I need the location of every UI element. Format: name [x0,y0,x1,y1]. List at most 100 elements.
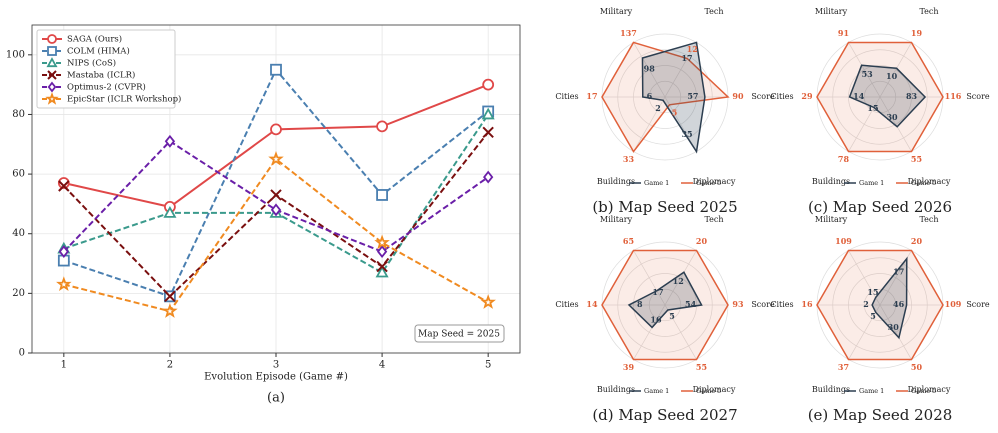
axis-label: Score [966,300,990,309]
marker [482,126,494,139]
legend-label: Game 1 [644,387,669,395]
value-label: 30 [886,112,898,122]
value-label: 109 [835,236,852,246]
x-tick-label: 4 [379,360,385,371]
radar-area [816,249,944,361]
value-label: 20 [696,236,708,246]
value-label: 19 [911,28,923,38]
marker [47,46,57,56]
axis-label: Buildings [812,385,850,394]
caption: (a) [267,391,285,406]
value-label: 20 [911,236,923,246]
marker [164,290,176,303]
value-label: 137 [620,28,637,38]
spoke [664,42,697,98]
annotation: Map Seed = 2025 [418,330,500,340]
axis-label: Tech [704,215,723,224]
radar-area [601,41,730,153]
y-tick-label: 80 [12,109,25,120]
spoke [664,304,697,360]
y-tick-label: 60 [12,169,25,180]
legend-label: Mastaba (ICLR) [67,70,135,81]
marker [375,265,389,278]
value-label: 39 [623,362,635,372]
value-label: 90 [732,91,744,101]
axis-label: Diplomacy [693,385,736,394]
marker [374,234,390,250]
value-label: 15 [867,287,878,297]
plot-frame [31,24,521,354]
y-tick-label: 0 [19,348,25,359]
x-tick-label: 2 [167,360,173,371]
axis-label: Military [815,7,848,16]
y-tick-label: 100 [6,49,25,60]
marker [58,245,69,259]
legend-label: Game 5 [696,387,721,395]
marker [270,203,282,217]
marker [58,180,70,192]
axis-label: Diplomacy [908,385,951,394]
axis-label: Military [600,7,633,16]
marker [482,78,495,91]
value-label: 17 [681,53,692,63]
x-tick-label: 3 [273,360,279,371]
marker [163,206,177,218]
annotation-box [414,324,505,343]
marker [56,276,72,292]
y-tick-label: 20 [12,288,25,299]
value-label: 17 [893,267,904,277]
x-tick-label: 5 [485,360,491,371]
axis-label: Buildings [597,177,635,186]
value-label: 78 [838,154,850,164]
marker [47,34,57,44]
legend-label: Game 5 [911,387,936,395]
value-label: 46 [893,299,905,309]
marker [483,170,494,184]
value-label: 16 [650,315,662,325]
value-label: 15 [867,103,878,113]
marker [376,245,388,259]
value-label: 6 [647,91,653,101]
value-label: 55 [911,154,922,164]
spoke [879,42,912,98]
value-label: 57 [687,91,698,101]
value-label: 37 [838,362,849,372]
marker [270,189,282,201]
axis-label: Diplomacy [908,177,951,186]
marker [47,70,57,80]
legend-label: Game 5 [911,179,936,187]
spoke [633,304,666,360]
value-label: 30 [888,322,900,332]
axis-label: Cities [555,92,578,101]
spoke [633,42,666,98]
value-label: 5 [669,311,675,321]
legend-label: Optimus-2 (CVPR) [67,82,146,93]
axis-label: Buildings [597,385,635,394]
value-label: 29 [801,91,813,101]
radar-area [601,249,729,361]
axis-label: Cities [770,300,793,309]
value-label: 54 [685,299,697,309]
value-label: 16 [801,299,813,309]
radar-area [641,41,706,154]
legend-label: Game 1 [644,179,669,187]
value-label: 14 [853,91,865,101]
value-label: 109 [945,299,962,309]
marker [376,189,388,201]
value-label: 12 [687,44,698,54]
spoke [848,96,881,152]
spoke [633,250,666,306]
value-label: 17 [586,91,597,101]
spoke [848,304,881,360]
value-label: 93 [732,299,744,309]
legend-label: COLM (HIMA) [67,46,130,57]
value-label: 2 [863,299,869,309]
spoke [664,250,697,306]
axis-label: Score [751,300,775,309]
legend-label: EpicStar (ICLR Workshop) [67,94,181,105]
spoke [879,304,912,360]
radar-area [848,64,927,128]
legend-label: SAGA (Ours) [67,34,122,45]
value-label: 116 [945,91,962,101]
